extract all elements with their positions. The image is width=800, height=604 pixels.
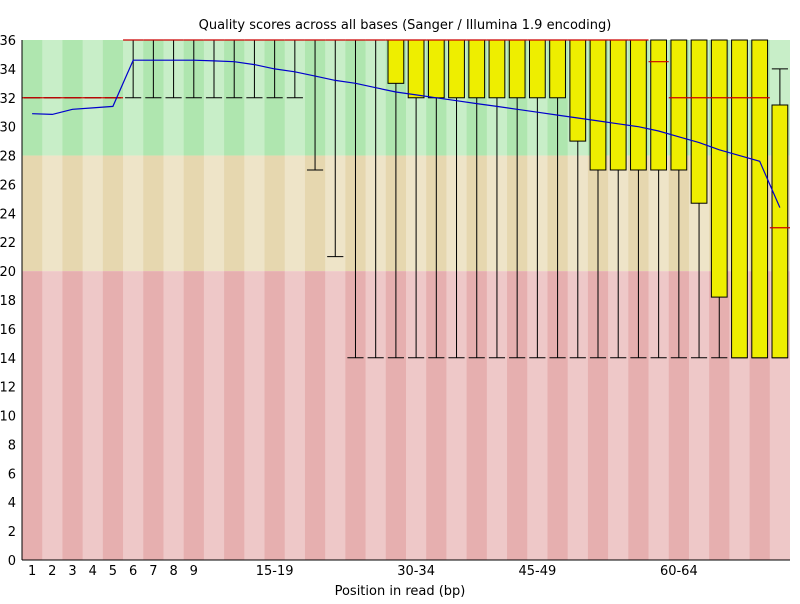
y-tick-label: 4 xyxy=(8,496,16,511)
y-tick-label: 8 xyxy=(8,438,16,453)
position-stripe xyxy=(284,40,305,560)
y-tick-label: 26 xyxy=(0,178,16,193)
y-tick-label: 24 xyxy=(0,207,16,222)
quartile-box xyxy=(609,39,627,171)
x-tick-label: 6 xyxy=(129,564,137,579)
quartile-box xyxy=(549,39,566,99)
x-tick-label: 8 xyxy=(169,564,177,579)
y-tick-label: 6 xyxy=(8,467,16,482)
quartile-box xyxy=(731,39,748,359)
chart-title: Quality scores across all bases (Sanger … xyxy=(199,18,612,33)
y-tick-label: 12 xyxy=(0,381,16,396)
quartile-box xyxy=(650,39,668,171)
mean-line xyxy=(32,59,781,208)
quartile-box xyxy=(468,39,486,99)
y-tick-label: 2 xyxy=(8,525,16,540)
position-stripe xyxy=(163,40,184,560)
quartile-box xyxy=(589,39,607,171)
x-tick-label: 1 xyxy=(28,564,36,579)
quartile-box xyxy=(690,39,708,204)
y-tick-label: 22 xyxy=(0,236,16,251)
y-tick-label: 32 xyxy=(0,92,16,107)
y-tick-label: 0 xyxy=(8,554,16,569)
quartile-box xyxy=(771,104,789,359)
position-stripe xyxy=(244,40,265,560)
quartile-box xyxy=(407,39,425,99)
x-tick-label: 9 xyxy=(190,564,198,579)
y-tick-label: 28 xyxy=(0,150,16,165)
y-tick-label: 14 xyxy=(0,352,16,367)
x-tick-label: 2 xyxy=(48,564,56,579)
position-stripe xyxy=(42,40,63,560)
quartile-box xyxy=(751,39,769,359)
position-stripe xyxy=(82,40,103,560)
x-tick-label: 4 xyxy=(89,564,97,579)
x-tick-label: 30-34 xyxy=(397,564,435,579)
y-tick-label: 10 xyxy=(0,410,16,425)
quartile-box xyxy=(448,39,465,99)
x-tick-label: 15-19 xyxy=(256,564,294,579)
box-plots xyxy=(22,39,790,359)
y-tick-label: 20 xyxy=(0,265,16,280)
quartile-box xyxy=(427,39,445,99)
x-tick-label: 7 xyxy=(149,564,157,579)
quality-band xyxy=(22,271,790,560)
x-tick-label: 3 xyxy=(68,564,76,579)
position-stripe xyxy=(123,40,144,560)
x-tick-label: 5 xyxy=(109,564,117,579)
y-tick-label: 30 xyxy=(0,121,16,136)
position-stripe xyxy=(325,40,346,560)
position-stripe xyxy=(203,40,225,560)
quartile-box xyxy=(528,39,546,99)
quality-band xyxy=(22,155,790,272)
quartile-box xyxy=(630,39,647,171)
x-axis-label: Position in read (bp) xyxy=(335,584,466,599)
quartile-box xyxy=(569,39,587,142)
x-tick-label: 45-49 xyxy=(518,564,556,579)
y-tick-label: 36 xyxy=(0,34,16,49)
quartile-box xyxy=(387,39,405,84)
y-tick-label: 16 xyxy=(0,323,16,338)
quartile-box xyxy=(488,39,506,99)
y-tick-label: 34 xyxy=(0,63,16,78)
y-tick-label: 18 xyxy=(0,294,16,309)
mean-line-layer xyxy=(32,59,781,208)
quartile-box xyxy=(508,39,526,99)
quartile-box xyxy=(710,39,728,298)
quartile-box xyxy=(670,39,688,171)
x-tick-label: 60-64 xyxy=(660,564,698,579)
